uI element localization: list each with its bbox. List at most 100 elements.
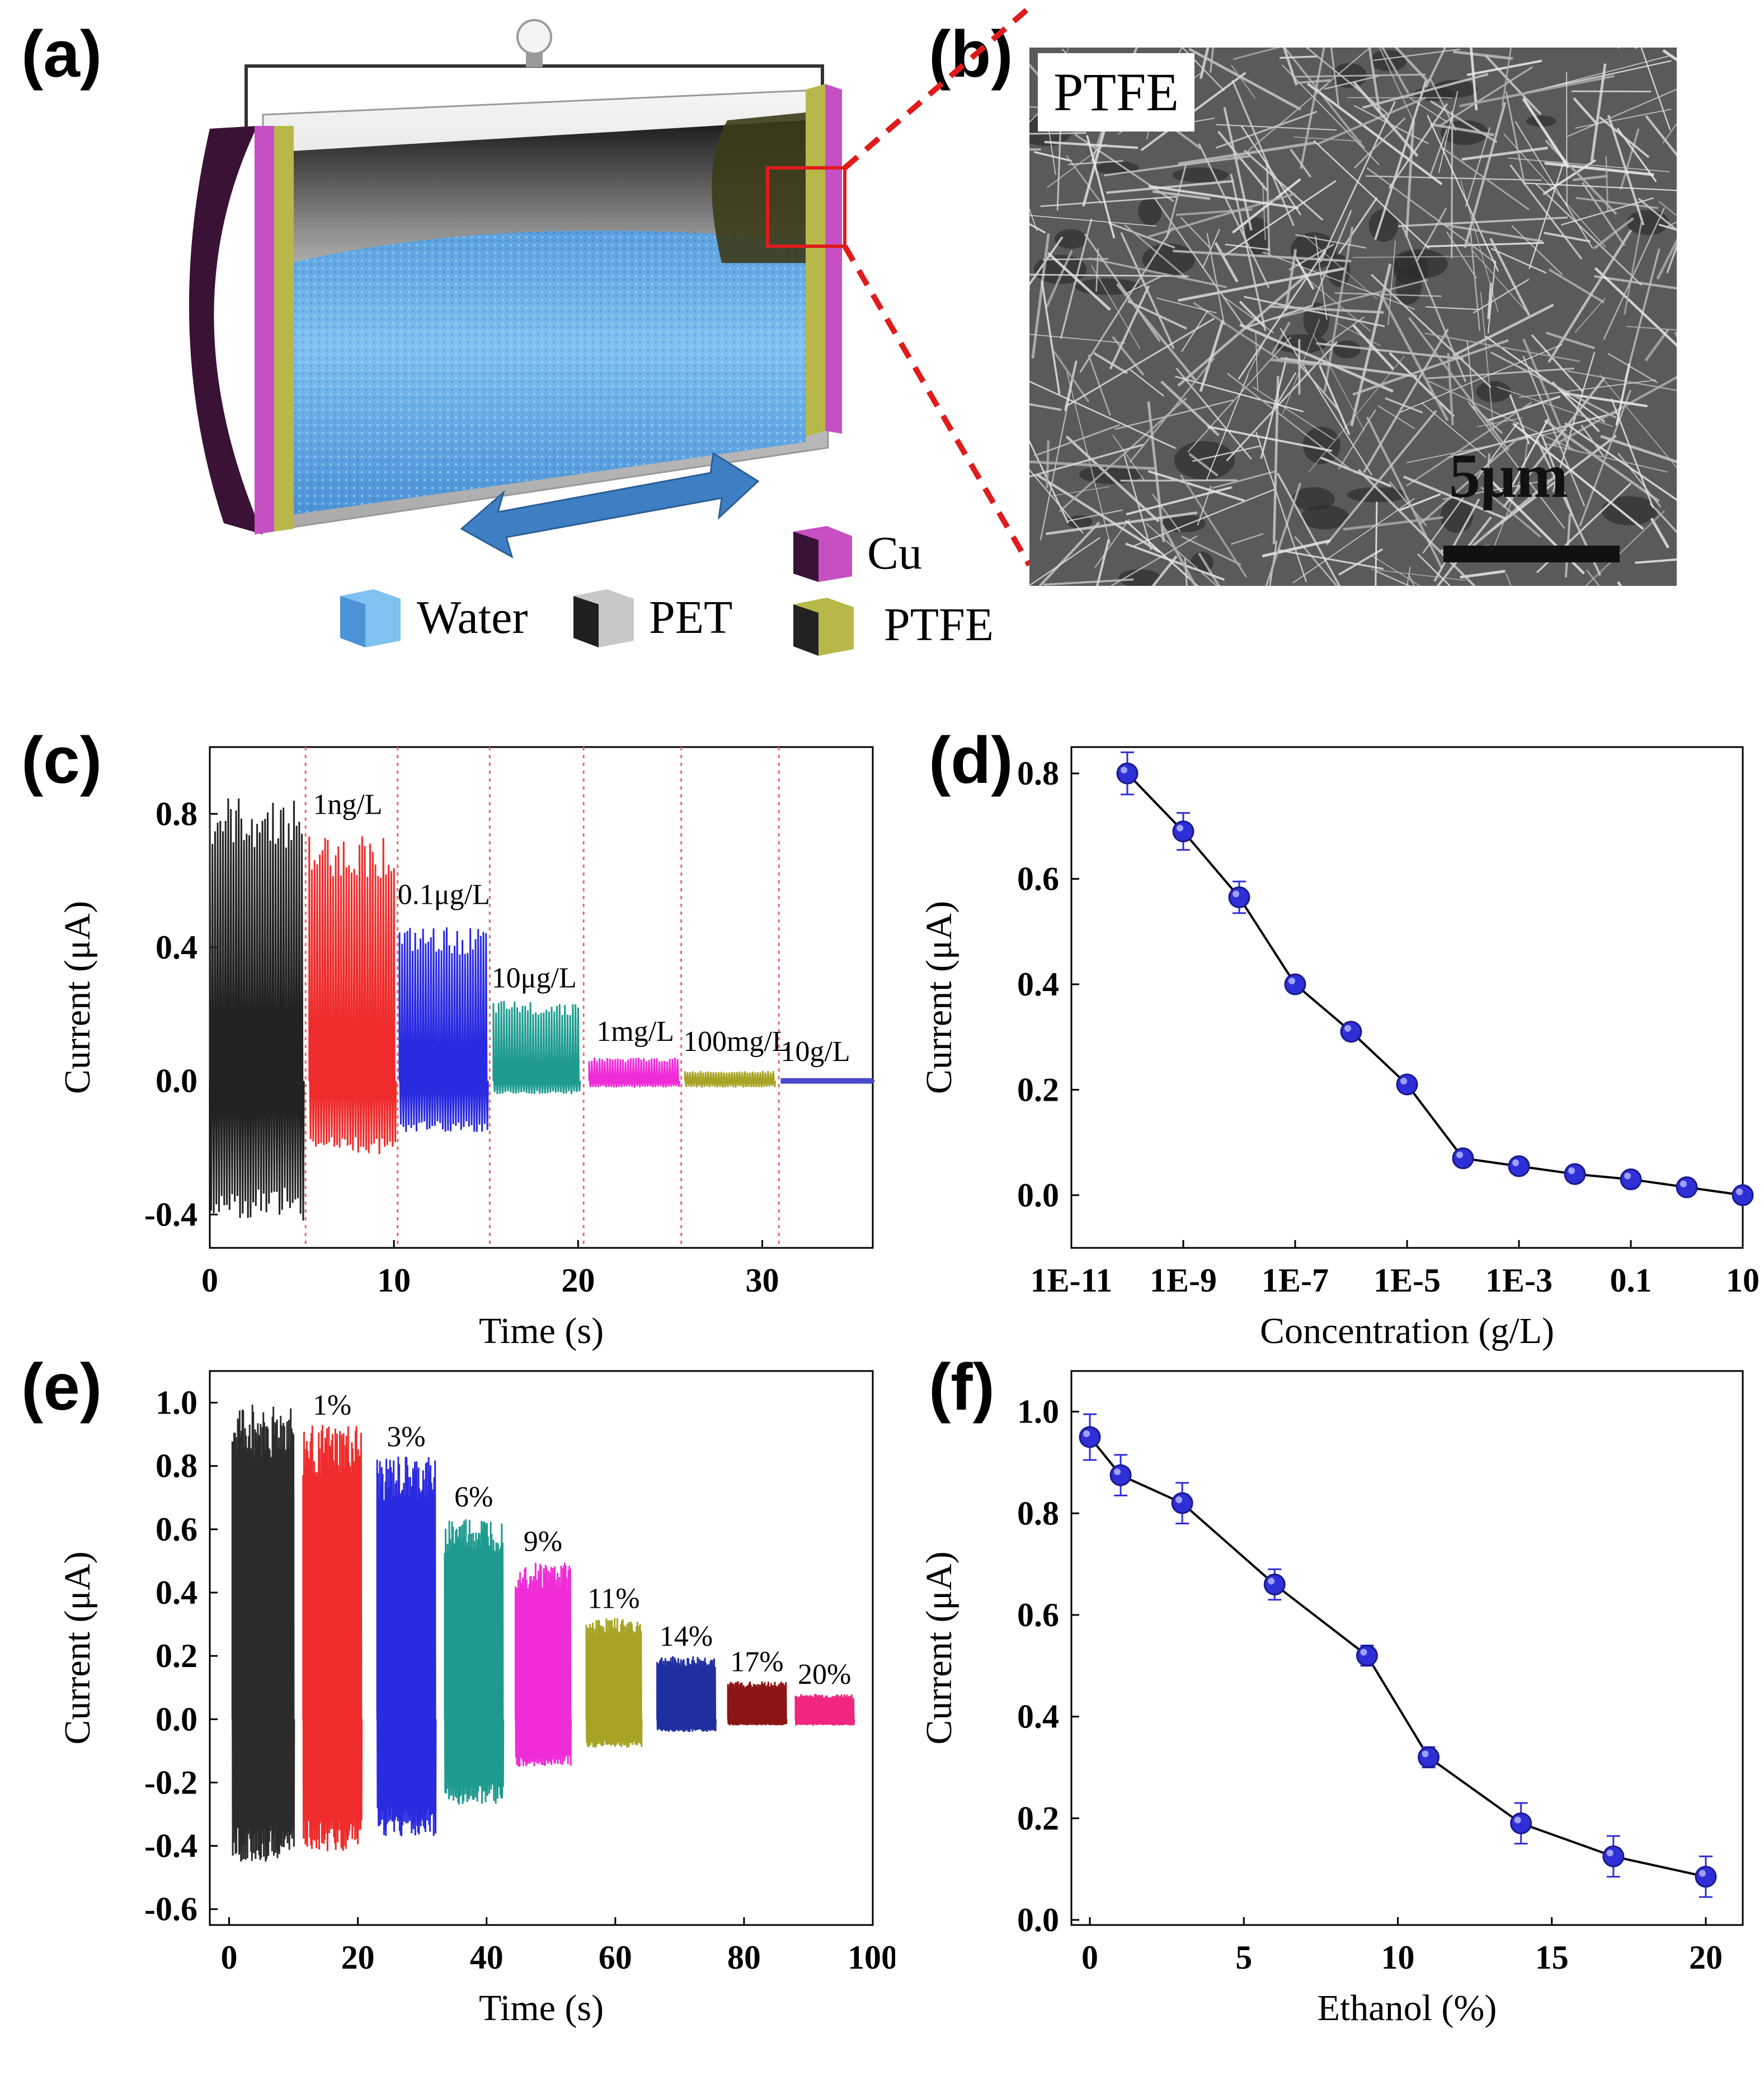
sem-fiber: [1535, 183, 1642, 286]
chart-e: -0.6 -0.4 -0.2 0.0 0.2 0.4 0.6 0.8 1.0 0 20 40 60 80 1…: [57, 1370, 895, 2029]
legend-label-water: Water: [417, 591, 528, 644]
x-tick-label: 40: [470, 1939, 504, 1976]
data-point: [1508, 1155, 1530, 1177]
sem-pore: [1601, 496, 1658, 525]
data-point: [1171, 1492, 1193, 1514]
sem-fiber: [1366, 175, 1542, 181]
sem-fiber: [1224, 180, 1337, 256]
sem-fiber: [1165, 163, 1187, 239]
sem-fiber: [1656, 238, 1677, 280]
sem-fiber: [1181, 310, 1208, 353]
data-point-highlight: [1288, 977, 1295, 984]
sem-fiber: [1307, 82, 1443, 185]
sem-fiber: [1202, 228, 1220, 268]
sem-fiber: [1288, 243, 1335, 271]
sem-fiber: [1277, 472, 1341, 586]
sem-fiber: [1313, 334, 1365, 431]
x-tick-label: 20: [1689, 1939, 1723, 1976]
x-tick-label: 100: [848, 1939, 895, 1976]
y-tick-label: 0.4: [1017, 966, 1059, 1003]
segment-label: 9%: [524, 1525, 562, 1557]
sem-fiber: [1248, 336, 1268, 374]
sem-fiber: [1029, 334, 1126, 344]
sem-fiber: [1217, 130, 1268, 192]
x-tick-label: 0: [221, 1939, 238, 1976]
data-line: [1126, 772, 1743, 1196]
sem-fiber: [1239, 323, 1394, 393]
sem-pore: [1476, 381, 1511, 402]
copper-layer-right: [825, 84, 842, 434]
sem-fiber: [1429, 100, 1498, 143]
sem-fiber: [1129, 357, 1215, 463]
sem-fiber: [1616, 581, 1622, 586]
sem-fiber: [1424, 332, 1580, 363]
sem-fiber: [1573, 175, 1608, 181]
sem-fiber: [1401, 225, 1467, 383]
sem-fiber: [1262, 539, 1331, 558]
sem-fiber: [1180, 217, 1211, 248]
sem-fiber: [1096, 539, 1110, 586]
sem-fiber: [1371, 569, 1466, 581]
sem-fiber: [1284, 248, 1297, 311]
sem-fiber: [1649, 502, 1677, 534]
sem-fiber: [1059, 397, 1187, 513]
current-trace: [209, 798, 305, 1221]
sem-fiber: [1607, 115, 1645, 226]
sem-fiber: [1104, 155, 1250, 177]
data-point: [1452, 1147, 1474, 1170]
sem-fiber: [1490, 247, 1547, 274]
sem-fiber: [1403, 475, 1508, 520]
sem-fiber: [1188, 453, 1219, 477]
data-point-highlight: [1360, 1649, 1367, 1656]
sem-fiber: [1509, 394, 1530, 445]
ptfe-layer-right: [806, 84, 825, 436]
x-tick-label: 10: [1726, 1262, 1760, 1299]
sem-fiber: [1473, 278, 1530, 314]
sem-fiber: [1376, 570, 1411, 586]
x-axis-label: Ethanol (%): [1318, 1988, 1497, 2029]
sem-fiber: [1231, 64, 1256, 99]
sem-fiber: [1371, 555, 1421, 586]
sem-fiber: [1066, 48, 1069, 53]
sem-fiber: [1178, 267, 1346, 302]
sem-fiber: [1582, 182, 1625, 246]
sem-fiber: [1265, 482, 1302, 586]
sem-fiber: [1043, 578, 1134, 586]
y-tick-label: 0.8: [156, 795, 197, 832]
sem-fiber: [1106, 180, 1234, 194]
segment-label: 20%: [798, 1659, 851, 1691]
sem-fiber: [1418, 436, 1520, 526]
sem-fiber: [1461, 146, 1548, 161]
sem-fiber: [1662, 123, 1677, 144]
sem-fiber: [1519, 379, 1657, 398]
sem-fiber: [1280, 357, 1417, 378]
segment-label: 0.1μg/L: [398, 879, 490, 910]
y-tick-label: 0.8: [1017, 1495, 1059, 1532]
sem-fiber: [1362, 73, 1489, 109]
sem-fiber: [1436, 516, 1492, 586]
sem-fiber: [1173, 250, 1352, 262]
data-point-highlight: [1736, 1188, 1743, 1195]
sem-fiber: [1594, 275, 1677, 290]
sem-fiber: [1446, 231, 1478, 279]
zoom-box: [766, 166, 846, 248]
data-point: [1228, 886, 1250, 908]
sem-fiber: [1545, 331, 1596, 350]
sem-fiber: [1324, 75, 1380, 90]
sem-fiber: [1292, 497, 1415, 584]
sem-fiber: [1029, 439, 1069, 524]
sem-fiber: [1124, 275, 1161, 295]
sem-fiber: [1650, 517, 1670, 549]
y-axis-label: Current (μA): [57, 1551, 98, 1744]
sem-fiber: [1489, 237, 1531, 316]
sem-pore: [1066, 515, 1093, 529]
legend-swatch-cu: [793, 526, 852, 582]
current-trace: [302, 1425, 363, 1851]
sem-fiber: [1522, 97, 1570, 168]
sem-fiber: [1447, 353, 1454, 426]
sem-fiber: [1426, 306, 1481, 311]
data-point-highlight: [1344, 1025, 1351, 1032]
sem-fiber: [1399, 493, 1441, 511]
panel-letter-c: (c): [21, 724, 102, 797]
sem-fiber: [1522, 355, 1586, 506]
